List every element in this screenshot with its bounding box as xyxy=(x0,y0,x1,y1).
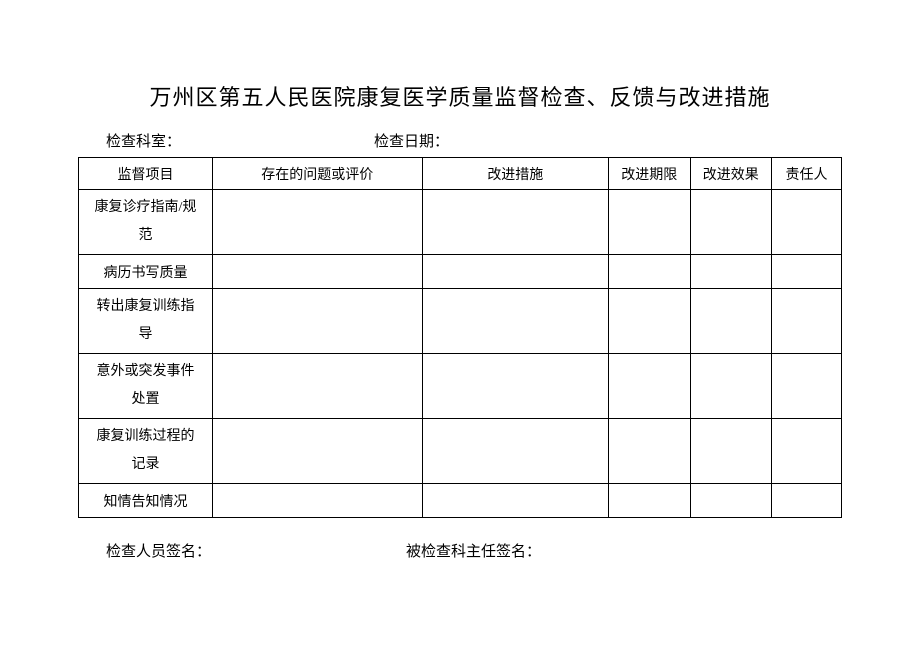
cell-deadline xyxy=(609,484,691,518)
cell-deadline xyxy=(609,190,691,255)
cell-effect xyxy=(690,354,772,419)
cell-problem xyxy=(212,289,422,354)
table-row: 康复训练过程的记录 xyxy=(79,419,842,484)
dept-label: 检查科室： xyxy=(106,130,374,151)
header-col2: 存在的问题或评价 xyxy=(212,158,422,190)
table-row: 意外或突发事件处置 xyxy=(79,354,842,419)
row-label: 康复训练过程的记录 xyxy=(79,419,213,484)
table-header-row: 监督项目 存在的问题或评价 改进措施 改进期限 改进效果 责任人 xyxy=(79,158,842,190)
cell-responsible xyxy=(772,255,842,289)
cell-measure xyxy=(422,255,608,289)
director-signature-label: 被检查科主任签名： xyxy=(406,540,541,561)
cell-deadline xyxy=(609,354,691,419)
table-row: 知情告知情况 xyxy=(79,484,842,518)
cell-deadline xyxy=(609,289,691,354)
cell-problem xyxy=(212,255,422,289)
cell-measure xyxy=(422,190,608,255)
cell-responsible xyxy=(772,190,842,255)
row-label: 知情告知情况 xyxy=(79,484,213,518)
meta-row: 检查科室： 检查日期： xyxy=(78,130,842,151)
row-label: 康复诊疗指南/规范 xyxy=(79,190,213,255)
date-label: 检查日期： xyxy=(374,130,449,151)
cell-deadline xyxy=(609,255,691,289)
cell-responsible xyxy=(772,484,842,518)
cell-responsible xyxy=(772,354,842,419)
cell-deadline xyxy=(609,419,691,484)
header-col3: 改进措施 xyxy=(422,158,608,190)
header-col6: 责任人 xyxy=(772,158,842,190)
cell-problem xyxy=(212,484,422,518)
document-title: 万州区第五人民医院康复医学质量监督检查、反馈与改进措施 xyxy=(78,80,842,112)
cell-measure xyxy=(422,289,608,354)
inspector-signature-label: 检查人员签名： xyxy=(106,540,406,561)
cell-effect xyxy=(690,419,772,484)
inspection-table: 监督项目 存在的问题或评价 改进措施 改进期限 改进效果 责任人 康复诊疗指南/… xyxy=(78,157,842,518)
table-row: 病历书写质量 xyxy=(79,255,842,289)
cell-effect xyxy=(690,190,772,255)
cell-effect xyxy=(690,289,772,354)
row-label: 意外或突发事件处置 xyxy=(79,354,213,419)
table-row: 康复诊疗指南/规范 xyxy=(79,190,842,255)
cell-responsible xyxy=(772,419,842,484)
cell-problem xyxy=(212,419,422,484)
row-label: 病历书写质量 xyxy=(79,255,213,289)
table-row: 转出康复训练指导 xyxy=(79,289,842,354)
cell-effect xyxy=(690,484,772,518)
row-label: 转出康复训练指导 xyxy=(79,289,213,354)
cell-problem xyxy=(212,354,422,419)
cell-measure xyxy=(422,419,608,484)
cell-problem xyxy=(212,190,422,255)
cell-effect xyxy=(690,255,772,289)
cell-responsible xyxy=(772,289,842,354)
footer-row: 检查人员签名： 被检查科主任签名： xyxy=(78,540,842,561)
header-col4: 改进期限 xyxy=(609,158,691,190)
table-body: 康复诊疗指南/规范 病历书写质量 转出康复训练指导 意外或突发事件处置 xyxy=(79,190,842,518)
header-col5: 改进效果 xyxy=(690,158,772,190)
cell-measure xyxy=(422,484,608,518)
header-col1: 监督项目 xyxy=(79,158,213,190)
cell-measure xyxy=(422,354,608,419)
